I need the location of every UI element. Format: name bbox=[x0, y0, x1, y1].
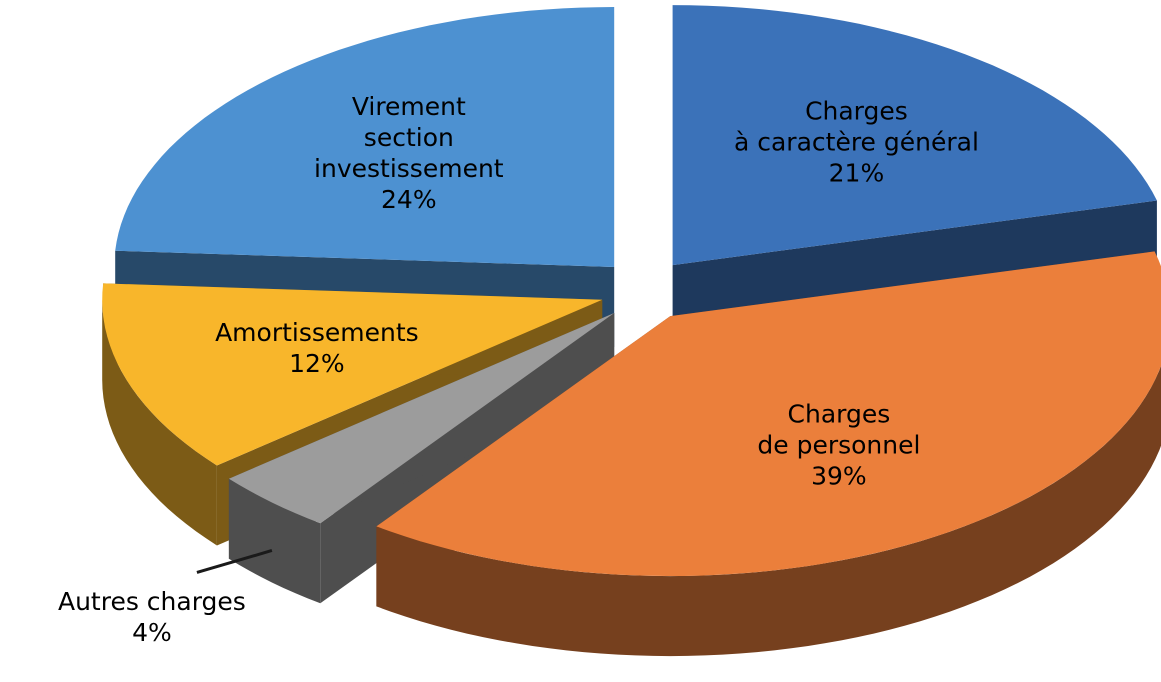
slice-name: Charges à caractère général bbox=[733, 96, 979, 157]
slice bbox=[115, 7, 615, 267]
slice-label: Virement section investissement 24% bbox=[314, 91, 504, 215]
slice-label: Charges à caractère général 21% bbox=[734, 95, 979, 188]
slice-label: Amortissements 12% bbox=[215, 317, 419, 379]
slice-value: 24% bbox=[381, 185, 437, 215]
slice-name: Amortissements bbox=[215, 317, 419, 347]
slice bbox=[672, 5, 1157, 266]
slice-value: 12% bbox=[289, 348, 345, 378]
slice-wall bbox=[376, 365, 1161, 657]
leader-line bbox=[196, 549, 273, 574]
slice-wall bbox=[102, 299, 217, 546]
slice-label: Autres charges 4% bbox=[58, 586, 246, 648]
slice-name: Autres charges bbox=[57, 587, 246, 617]
slice bbox=[102, 283, 603, 466]
slice-wall bbox=[228, 478, 321, 604]
slice-value: 4% bbox=[132, 618, 172, 648]
slice bbox=[376, 251, 1161, 576]
slice-name: Charges de personnel bbox=[757, 399, 921, 460]
slice bbox=[228, 313, 615, 524]
slice-value: 39% bbox=[811, 461, 867, 491]
slice-name: Virement section investissement bbox=[314, 92, 504, 184]
slice-value: 21% bbox=[828, 158, 885, 188]
slice-label: Charges de personnel 39% bbox=[757, 399, 920, 492]
